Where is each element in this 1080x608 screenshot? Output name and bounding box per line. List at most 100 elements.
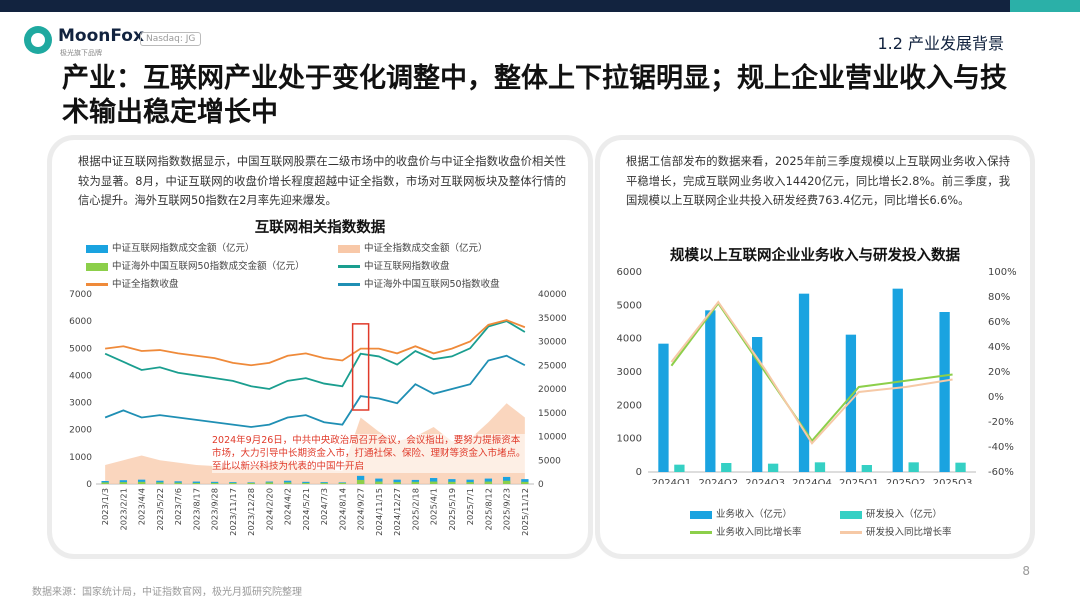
page-number: 8: [1022, 564, 1030, 578]
bar-revenue: [845, 334, 857, 472]
y-axis-left-tick: 2000: [69, 426, 92, 436]
bar: [229, 482, 237, 484]
bar-rd: [721, 463, 732, 472]
x-axis-tick: 2023/8/17: [191, 488, 201, 531]
y-axis-right-tick: 40%: [988, 342, 1010, 353]
y-axis-left-tick: 2000: [617, 400, 642, 411]
bar: [101, 482, 109, 484]
x-axis-tick: 2024/12/27: [392, 488, 402, 536]
x-axis-tick: 2023/9/28: [210, 488, 220, 531]
chart-annotation: 2024年9月26日，中共中央政治局召开会议，会议指出，要努力提振资本市场，大力…: [212, 434, 526, 473]
right-legend: 业务收入（亿元） 研发投入（亿元） 业务收入同比增长率 研发投入同比增长率: [690, 506, 1010, 542]
bar-rd: [814, 462, 826, 472]
bar: [429, 481, 438, 484]
y-axis-left-tick: 4000: [617, 334, 642, 345]
bar: [466, 479, 474, 484]
bar-revenue: [752, 337, 763, 472]
y-axis-right-tick: 15000: [538, 409, 567, 419]
bar: [375, 481, 383, 484]
index-chart: 0 1000 2000 3000 4000 5000 6000 7000 0 5000 10000 1…: [69, 290, 567, 536]
legend-label: 研发投入同比增长率: [866, 527, 952, 538]
x-axis-tick: 2024Q3: [745, 478, 785, 484]
bar: [429, 478, 438, 484]
x-axis-tick: 2024/8/14: [337, 488, 347, 531]
bar: [448, 481, 456, 484]
legend-label: 业务收入（亿元）: [716, 509, 793, 520]
x-axis-tick: 2023/2/21: [118, 488, 128, 531]
y-axis-left-tick: 6000: [69, 317, 92, 327]
legend-swatch: [338, 244, 360, 253]
bar: [192, 482, 201, 484]
source-note: 数据来源：国家统计局，中证指数官网，极光月狐研究院整理: [32, 587, 302, 598]
x-axis-tick: 2024/5/21: [301, 488, 311, 531]
bar: [247, 482, 255, 484]
y-axis-left-tick: 3000: [69, 399, 92, 409]
right-chart-title: 规模以上互联网企业业务收入与研发投入数据: [670, 248, 960, 264]
moonfox-logo-icon: [24, 26, 52, 54]
legend-swatch: [840, 510, 862, 519]
x-axis-tick: 2024/9/27: [356, 488, 366, 531]
bar: [448, 479, 456, 484]
y-axis-right-tick: 60%: [988, 317, 1010, 328]
top-bar: [0, 0, 1080, 12]
bar: [137, 481, 146, 484]
highlight-box: [351, 323, 370, 411]
bar: [338, 482, 347, 484]
x-axis-tick: 2025/11/12: [520, 488, 530, 536]
legend-label: 中证全指数成交金额（亿元）: [364, 243, 488, 254]
bar: [174, 482, 182, 484]
legend-swatch: [86, 244, 108, 253]
left-chart-title: 互联网相关指数数据: [254, 220, 386, 236]
x-axis-tick: 2025/8/12: [483, 488, 493, 531]
x-axis-tick: 2024/11/15: [374, 488, 384, 536]
legend-item: 中证海外中国互联网50指数收盘: [338, 276, 500, 290]
y-axis-right-tick: 0: [538, 480, 544, 490]
bar: [484, 481, 493, 484]
bar: [521, 479, 529, 484]
y-axis-left-tick: 0: [86, 480, 92, 490]
x-axis-tick: 2025Q1: [839, 478, 879, 484]
y-axis-right-tick: 20%: [988, 367, 1010, 378]
x-axis-tick: 2024/7/3: [319, 488, 329, 525]
legend-label: 中证互联网指数收盘: [364, 261, 450, 272]
legend-swatch: [86, 262, 108, 271]
x-axis-tick: 2025/7/1: [465, 488, 475, 525]
x-axis-tick: 2025Q2: [886, 478, 926, 484]
legend-label: 中证海外中国互联网50指数收盘: [364, 279, 500, 290]
bar: [393, 479, 401, 484]
legend-swatch: [840, 531, 862, 534]
right-panel: 根据工信部发布的数据来看，2025年前三季度规模以上互联网业务收入保持平稳增长，…: [600, 140, 1030, 554]
y-axis-left-tick: 3000: [617, 367, 642, 378]
y-axis-right-tick: 10000: [538, 433, 567, 443]
bar-rd: [674, 464, 685, 472]
y-axis-left-tick: 0: [636, 467, 642, 478]
logo-name: MoonFox: [58, 26, 144, 46]
logo: MoonFox 极光旗下品牌: [24, 24, 224, 64]
bar: [375, 478, 383, 484]
left-legend: 中证互联网指数成交金额（亿元） 中证全指数成交金额（亿元） 中证海外中国互联网5…: [86, 240, 566, 290]
x-axis-tick: 2024Q4: [792, 478, 832, 484]
y-axis-left-tick: 7000: [69, 290, 92, 300]
x-axis-tick: 2023/11/17: [228, 488, 238, 536]
x-axis-tick: 2023/12/28: [246, 488, 256, 536]
bar: [411, 481, 420, 484]
y-axis-right-tick: 5000: [538, 456, 561, 466]
x-axis-tick: 2025/5/19: [447, 488, 457, 531]
x-axis-tick: 2023/1/3: [100, 488, 110, 525]
legend-item: 中证全指数成交金额（亿元）: [338, 240, 488, 254]
series-line: [105, 319, 526, 367]
bar: [156, 482, 164, 484]
bar: [320, 482, 328, 484]
y-axis-right-tick: -60%: [988, 467, 1014, 478]
y-axis-right-tick: -20%: [988, 417, 1014, 428]
logo-tagline: 极光旗下品牌: [60, 49, 102, 57]
legend-item: 业务收入同比增长率: [690, 524, 802, 538]
bar-revenue: [939, 312, 950, 472]
y-axis-right-tick: 20000: [538, 385, 567, 395]
page-title: 产业：互联网产业处于变化调整中，整体上下拉锯明显；规上企业营业收入与技术输出稳定…: [62, 63, 1007, 128]
bar-revenue: [705, 310, 716, 472]
x-axis-tick: 2024/4/2: [283, 488, 293, 525]
series-line: [670, 300, 953, 445]
legend-item: 研发投入（亿元）: [840, 506, 942, 520]
series-line: [104, 320, 526, 390]
